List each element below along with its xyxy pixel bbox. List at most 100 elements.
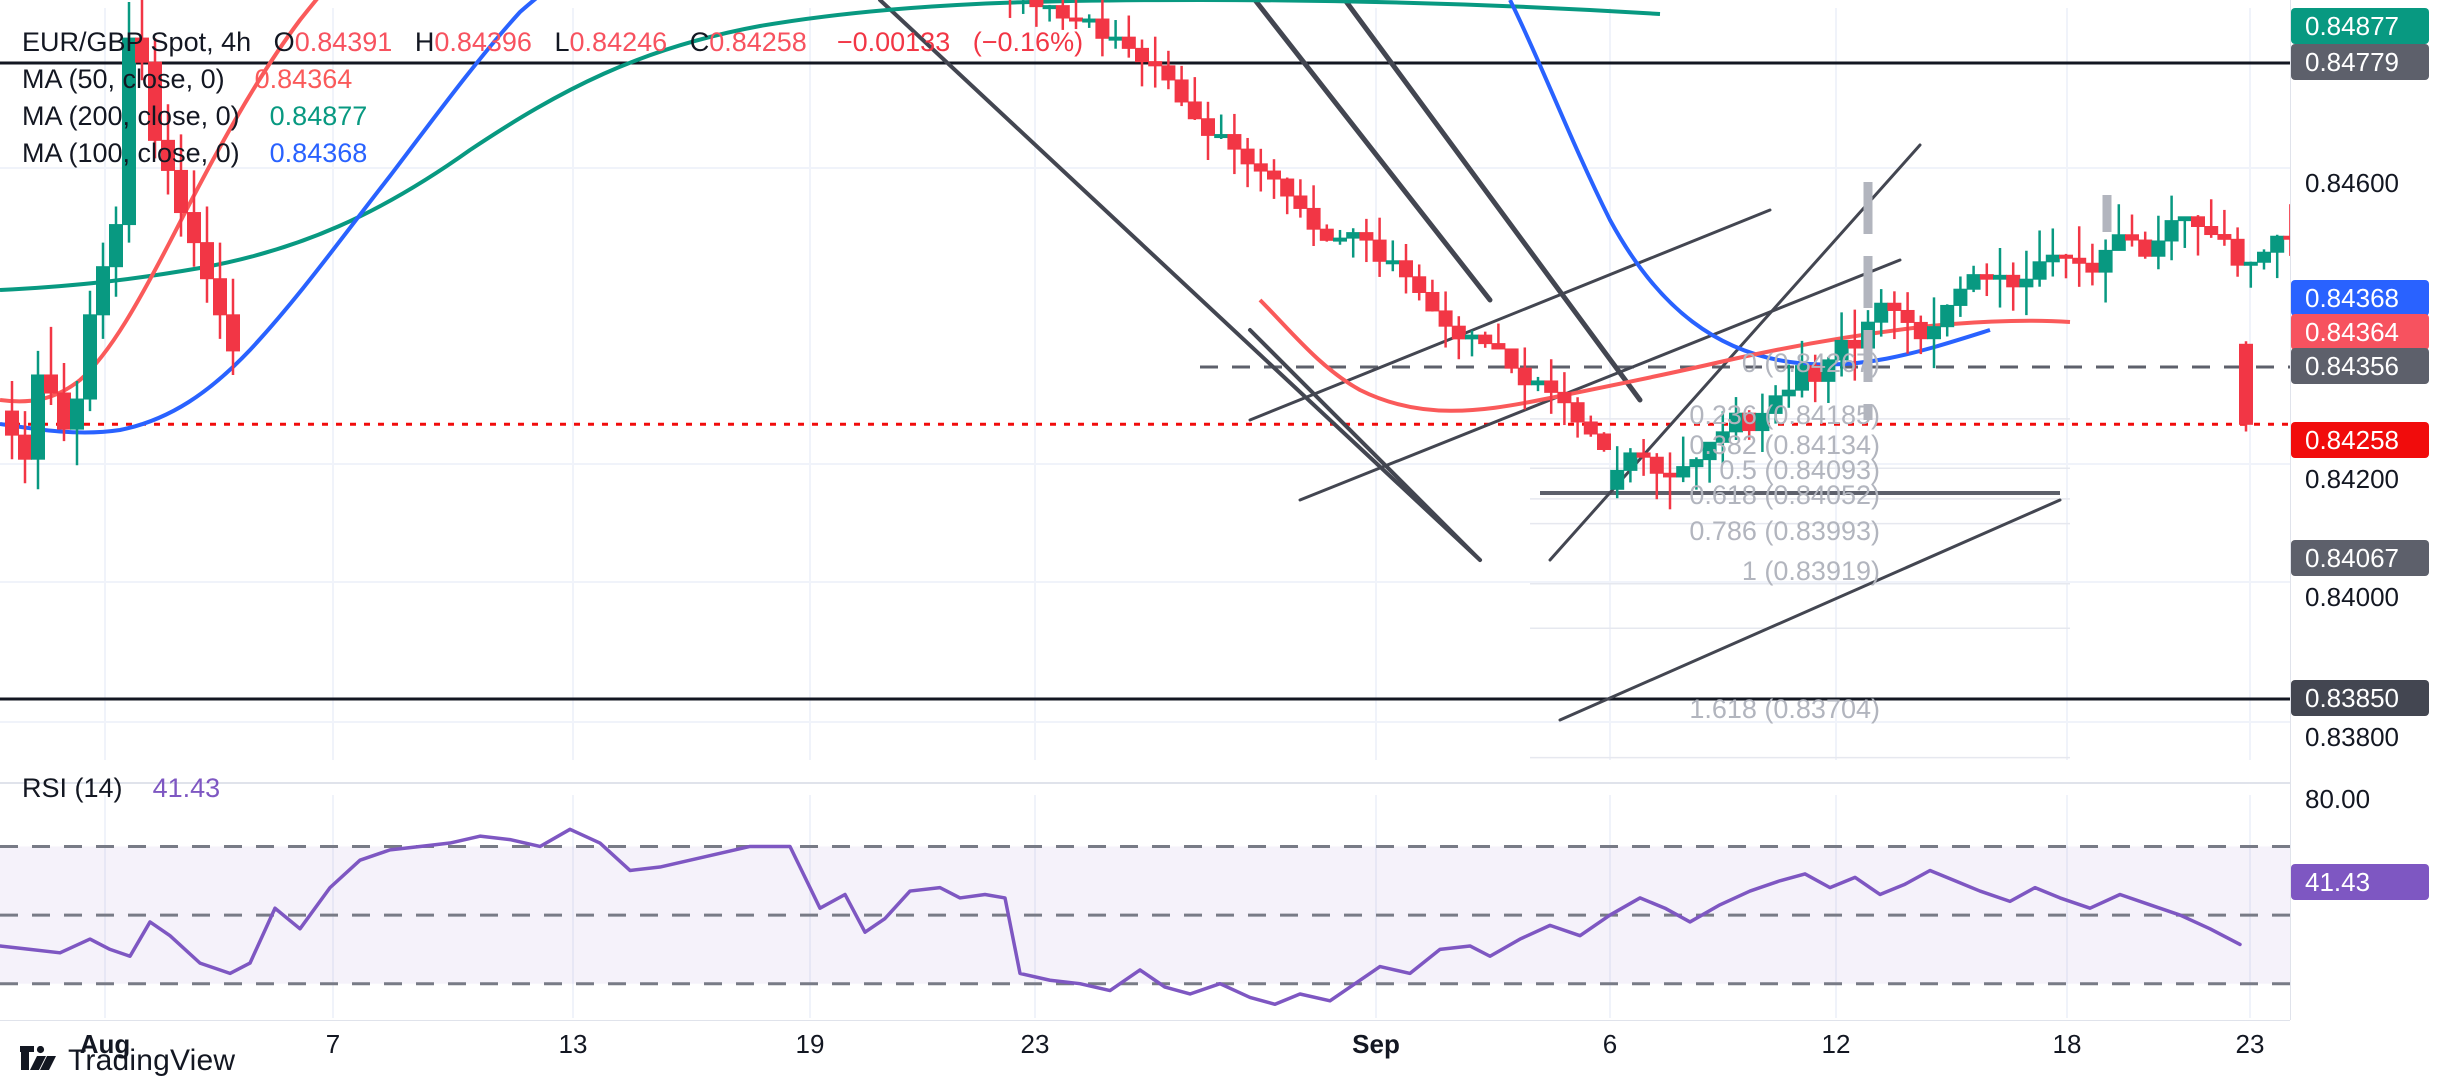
candlestick — [1900, 309, 1915, 323]
candlestick — [1795, 365, 1809, 391]
candlestick — [1042, 5, 1057, 10]
price-axis-tick: 0.84600 — [2305, 168, 2399, 198]
candlestick — [1544, 380, 1559, 393]
candlestick — [70, 398, 84, 430]
trend-line[interactable] — [1558, 498, 2062, 722]
candlestick — [1874, 302, 1889, 323]
candlestick — [1425, 291, 1440, 312]
candlestick — [1781, 389, 1796, 397]
trend-line[interactable] — [1248, 328, 1482, 562]
candlestick — [1847, 339, 1862, 349]
time-axis-tick: 12 — [1821, 1029, 1851, 1059]
price-axis-tick: 0.84364 — [2291, 314, 2429, 350]
candlestick — [122, 37, 136, 226]
candlestick — [2085, 262, 2100, 273]
candlestick — [1504, 348, 1519, 369]
time-axis-tick: 23 — [2235, 1029, 2265, 1059]
tradingview-wordmark: TradingView — [68, 1044, 236, 1077]
candlestick — [1399, 260, 1413, 278]
candlestick — [2217, 234, 2232, 240]
time-axis-tick: 6 — [1602, 1029, 1618, 1059]
candlestick — [2204, 226, 2219, 236]
candlestick — [1649, 456, 1664, 474]
candlestick — [1465, 334, 1479, 340]
trend-line[interactable] — [1248, 208, 1772, 422]
time-axis-tick: 19 — [795, 1029, 825, 1059]
time-axis-tick: 18 — [2052, 1029, 2082, 1059]
candlestick — [1227, 134, 1242, 150]
candlestick — [2243, 261, 2258, 266]
candlestick — [1174, 79, 1189, 103]
rsi-band-fill — [0, 846, 2290, 984]
candlestick — [1676, 466, 1691, 478]
candlestick — [1412, 276, 1427, 293]
candlestick — [2191, 216, 2205, 228]
candlestick — [2257, 251, 2271, 263]
trend-line[interactable] — [1298, 258, 1902, 502]
candlestick — [1135, 47, 1149, 63]
candlestick — [2059, 254, 2073, 259]
candlestick — [161, 139, 175, 171]
time-axis-tick: 23 — [1020, 1029, 1050, 1059]
candlestick — [2164, 220, 2179, 242]
candlestick — [187, 212, 201, 244]
candlestick — [1333, 237, 1347, 242]
price-axis-tick: 0.83800 — [2305, 722, 2399, 752]
candlestick — [1253, 163, 1268, 172]
candlestick — [1108, 36, 1123, 41]
candlestick — [1583, 421, 1598, 435]
candlestick — [18, 434, 32, 460]
candlestick — [1570, 402, 1585, 423]
candlestick — [1940, 304, 1955, 328]
tradingview-mark-icon — [20, 1046, 56, 1070]
candlestick-current — [2239, 343, 2253, 425]
ma50-line — [0, 0, 2071, 413]
trend-line[interactable] — [1252, 0, 1493, 303]
candlestick — [1069, 17, 1083, 22]
time-axis[interactable]: Aug 7 13 19 23 Sep 6 12 18 23 — [0, 1020, 2290, 1064]
candlestick — [1161, 65, 1176, 81]
candlestick — [44, 374, 58, 394]
candlestick — [1755, 412, 1770, 432]
candlestick — [1201, 118, 1215, 136]
candlestick — [1438, 310, 1453, 327]
candlestick — [31, 374, 45, 460]
candlestick — [1715, 431, 1730, 443]
candlestick — [2072, 257, 2087, 264]
candlestick — [1913, 321, 1928, 340]
candlestick — [2098, 249, 2113, 273]
candlestick — [1055, 5, 1070, 19]
candlestick — [1478, 334, 1493, 345]
candlestick — [1966, 274, 1981, 290]
price-axis-tick: 0.84368 — [2291, 280, 2429, 316]
candlestick — [1663, 472, 1677, 478]
rsi-line — [0, 827, 2242, 1007]
price-axis[interactable]: 0.84877 0.84779 0.84600 0.84368 0.84364 0.843… — [2290, 0, 2448, 1020]
candlestick — [1821, 359, 1836, 382]
trend-line[interactable] — [1548, 143, 1922, 562]
trend-line[interactable] — [1342, 0, 1643, 403]
candlestick — [1121, 36, 1136, 49]
candlestick — [2045, 254, 2060, 263]
price-axis-tick: 0.83850 — [2291, 680, 2429, 716]
candlestick — [226, 314, 240, 352]
candlestick — [148, 61, 162, 141]
candlestick — [1517, 367, 1532, 386]
candlestick — [1029, 0, 1044, 8]
candlestick — [135, 37, 149, 63]
candlestick — [2006, 274, 2021, 288]
candlestick — [5, 410, 19, 436]
candlestick — [1953, 288, 1968, 306]
candlestick — [1491, 343, 1506, 350]
candlestick — [1531, 380, 1545, 386]
candlestick — [2019, 278, 2034, 288]
price-axis-tick: 0.84067 — [2291, 540, 2429, 576]
price-axis-tick: 0.84258 — [2291, 422, 2429, 458]
candlestick — [1597, 433, 1611, 450]
tradingview-logo: TradingView — [20, 1044, 235, 1078]
candlestick — [1557, 391, 1572, 404]
price-axis-tick: 0.84000 — [2305, 582, 2399, 612]
